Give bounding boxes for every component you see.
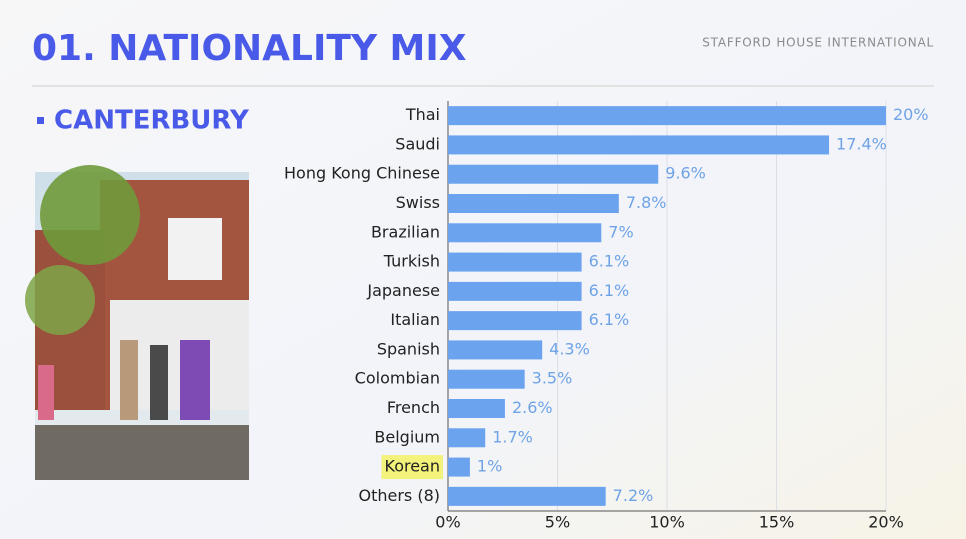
photo-ground <box>35 425 249 480</box>
value-label: 7.8% <box>626 193 667 212</box>
y-tick-label: French <box>387 398 440 417</box>
subtitle: CANTERBURY <box>54 106 250 136</box>
y-tick-label: Belgium <box>374 427 440 446</box>
value-label: 6.1% <box>589 281 630 300</box>
bar <box>448 223 602 243</box>
photo-person <box>150 345 168 420</box>
value-label: 9.6% <box>665 164 706 183</box>
y-tick-label: Korean <box>385 457 441 476</box>
bar <box>448 486 606 506</box>
value-label: 6.1% <box>589 310 630 329</box>
photo-tree <box>40 165 140 265</box>
highlight <box>381 455 443 480</box>
photo-window <box>168 218 222 280</box>
value-label: 20% <box>893 105 929 124</box>
bar <box>448 311 582 331</box>
y-tick-label: Italian <box>390 310 440 329</box>
bar <box>448 135 830 155</box>
brand: STAFFORD HOUSE INTERNATIONAL <box>702 36 934 50</box>
bar <box>448 457 470 477</box>
value-label: 6.1% <box>589 252 630 271</box>
photo <box>25 165 249 480</box>
photo-person <box>120 340 138 420</box>
bar <box>448 428 486 448</box>
value-label: 1% <box>477 457 502 476</box>
y-tick-label: Swiss <box>396 193 440 212</box>
bar <box>448 164 659 184</box>
bullet <box>37 117 44 124</box>
bar <box>448 399 505 418</box>
photo-person <box>180 340 210 420</box>
y-tick-label: Turkish <box>383 252 440 271</box>
photo-tree <box>25 265 95 335</box>
value-label: 7.2% <box>613 486 654 505</box>
x-tick-label: 5% <box>545 513 570 532</box>
bar <box>448 106 886 126</box>
y-tick-label: Spanish <box>377 339 440 358</box>
slide-title: 01. NATIONALITY MIX <box>32 28 467 69</box>
x-tick-label: 15% <box>759 513 795 532</box>
x-tick-label: 20% <box>868 513 904 532</box>
y-tick-label: Brazilian <box>371 222 440 241</box>
value-label: 17.4% <box>836 134 887 153</box>
value-label: 2.6% <box>512 398 553 417</box>
y-tick-label: Saudi <box>395 134 440 153</box>
photo-person <box>38 365 54 420</box>
bar <box>448 340 543 360</box>
y-tick-label: Japanese <box>366 281 440 300</box>
bar <box>448 194 619 213</box>
value-label: 4.3% <box>549 339 590 358</box>
x-tick-label: 0% <box>435 513 460 532</box>
x-tick-label: 10% <box>649 513 685 532</box>
bar <box>448 281 582 301</box>
value-label: 3.5% <box>532 369 573 388</box>
y-tick-label: Thai <box>405 105 440 124</box>
y-tick-label: Hong Kong Chinese <box>284 164 440 183</box>
bar <box>448 252 582 272</box>
y-tick-label: Colombian <box>355 369 440 388</box>
y-tick-label: Others (8) <box>358 486 440 505</box>
chart: 0% 5% 10% 15% 20% Thai 20% Saudi 17.4% Hong Kong … <box>284 101 929 532</box>
value-label: 1.7% <box>492 427 533 446</box>
value-label: 7% <box>608 222 633 241</box>
bar <box>448 369 525 389</box>
